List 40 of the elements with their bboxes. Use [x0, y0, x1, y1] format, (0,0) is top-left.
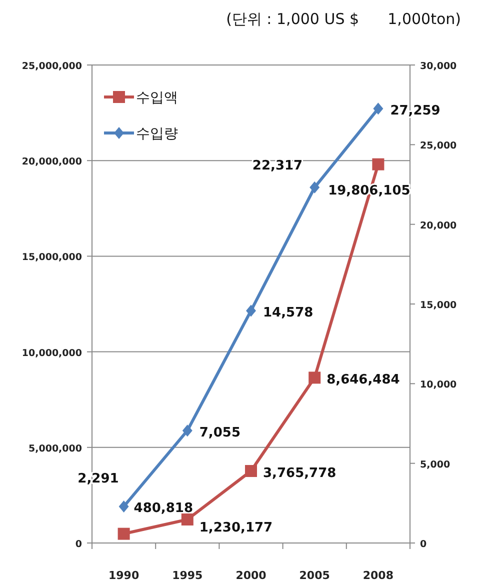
point	[118, 500, 129, 512]
data-label: 1,230,177	[199, 520, 273, 536]
y-tick-label: 0	[75, 539, 82, 550]
y2-tick-label: 20,000	[420, 220, 458, 232]
data-label: 2,291	[78, 471, 119, 486]
point	[246, 304, 256, 317]
data-label: 480,818	[134, 500, 194, 516]
data-label: 8,646,484	[326, 372, 400, 388]
x-tick-label: 2008	[362, 569, 394, 582]
y2-tick-label: 25,000	[420, 140, 458, 152]
x-tick-label: 1995	[172, 569, 203, 582]
x-tick-label: 2000	[236, 569, 267, 582]
y2-tick-label: 15,000	[420, 300, 458, 311]
data-label: 3,765,778	[263, 466, 336, 481]
y-tick-label: 25,000,000	[22, 61, 82, 72]
y2-tick-label: 10,000	[420, 380, 458, 391]
point	[372, 158, 384, 170]
y-tick-label: 10,000,000	[22, 348, 82, 359]
y-tick-label: 15,000,000	[22, 252, 82, 264]
point	[310, 181, 320, 194]
point	[181, 513, 194, 526]
x-tick-label: 1990	[108, 569, 140, 582]
legend-label: 수입액	[136, 90, 178, 106]
data-label: 14,578	[263, 306, 314, 321]
y-tick-label: 5,000,000	[28, 443, 82, 454]
legend-label: 수입량	[136, 126, 178, 142]
x-tick-label: 2005	[299, 569, 330, 582]
data-label: 7,055	[199, 426, 241, 441]
point	[373, 102, 384, 115]
data-label: 27,259	[390, 104, 440, 119]
point	[308, 372, 321, 384]
text: (단위 : 1,000 US $ 1,000ton)	[226, 10, 461, 28]
point	[118, 528, 130, 540]
point	[182, 424, 192, 437]
data-label: 22,317	[252, 158, 303, 174]
y2-tick-label: 0	[420, 539, 427, 550]
point	[245, 465, 257, 477]
y2-tick-label: 5,000	[420, 459, 450, 470]
y-tick-label: 20,000,000	[22, 156, 82, 168]
y2-tick-label: 30,000	[420, 61, 458, 72]
